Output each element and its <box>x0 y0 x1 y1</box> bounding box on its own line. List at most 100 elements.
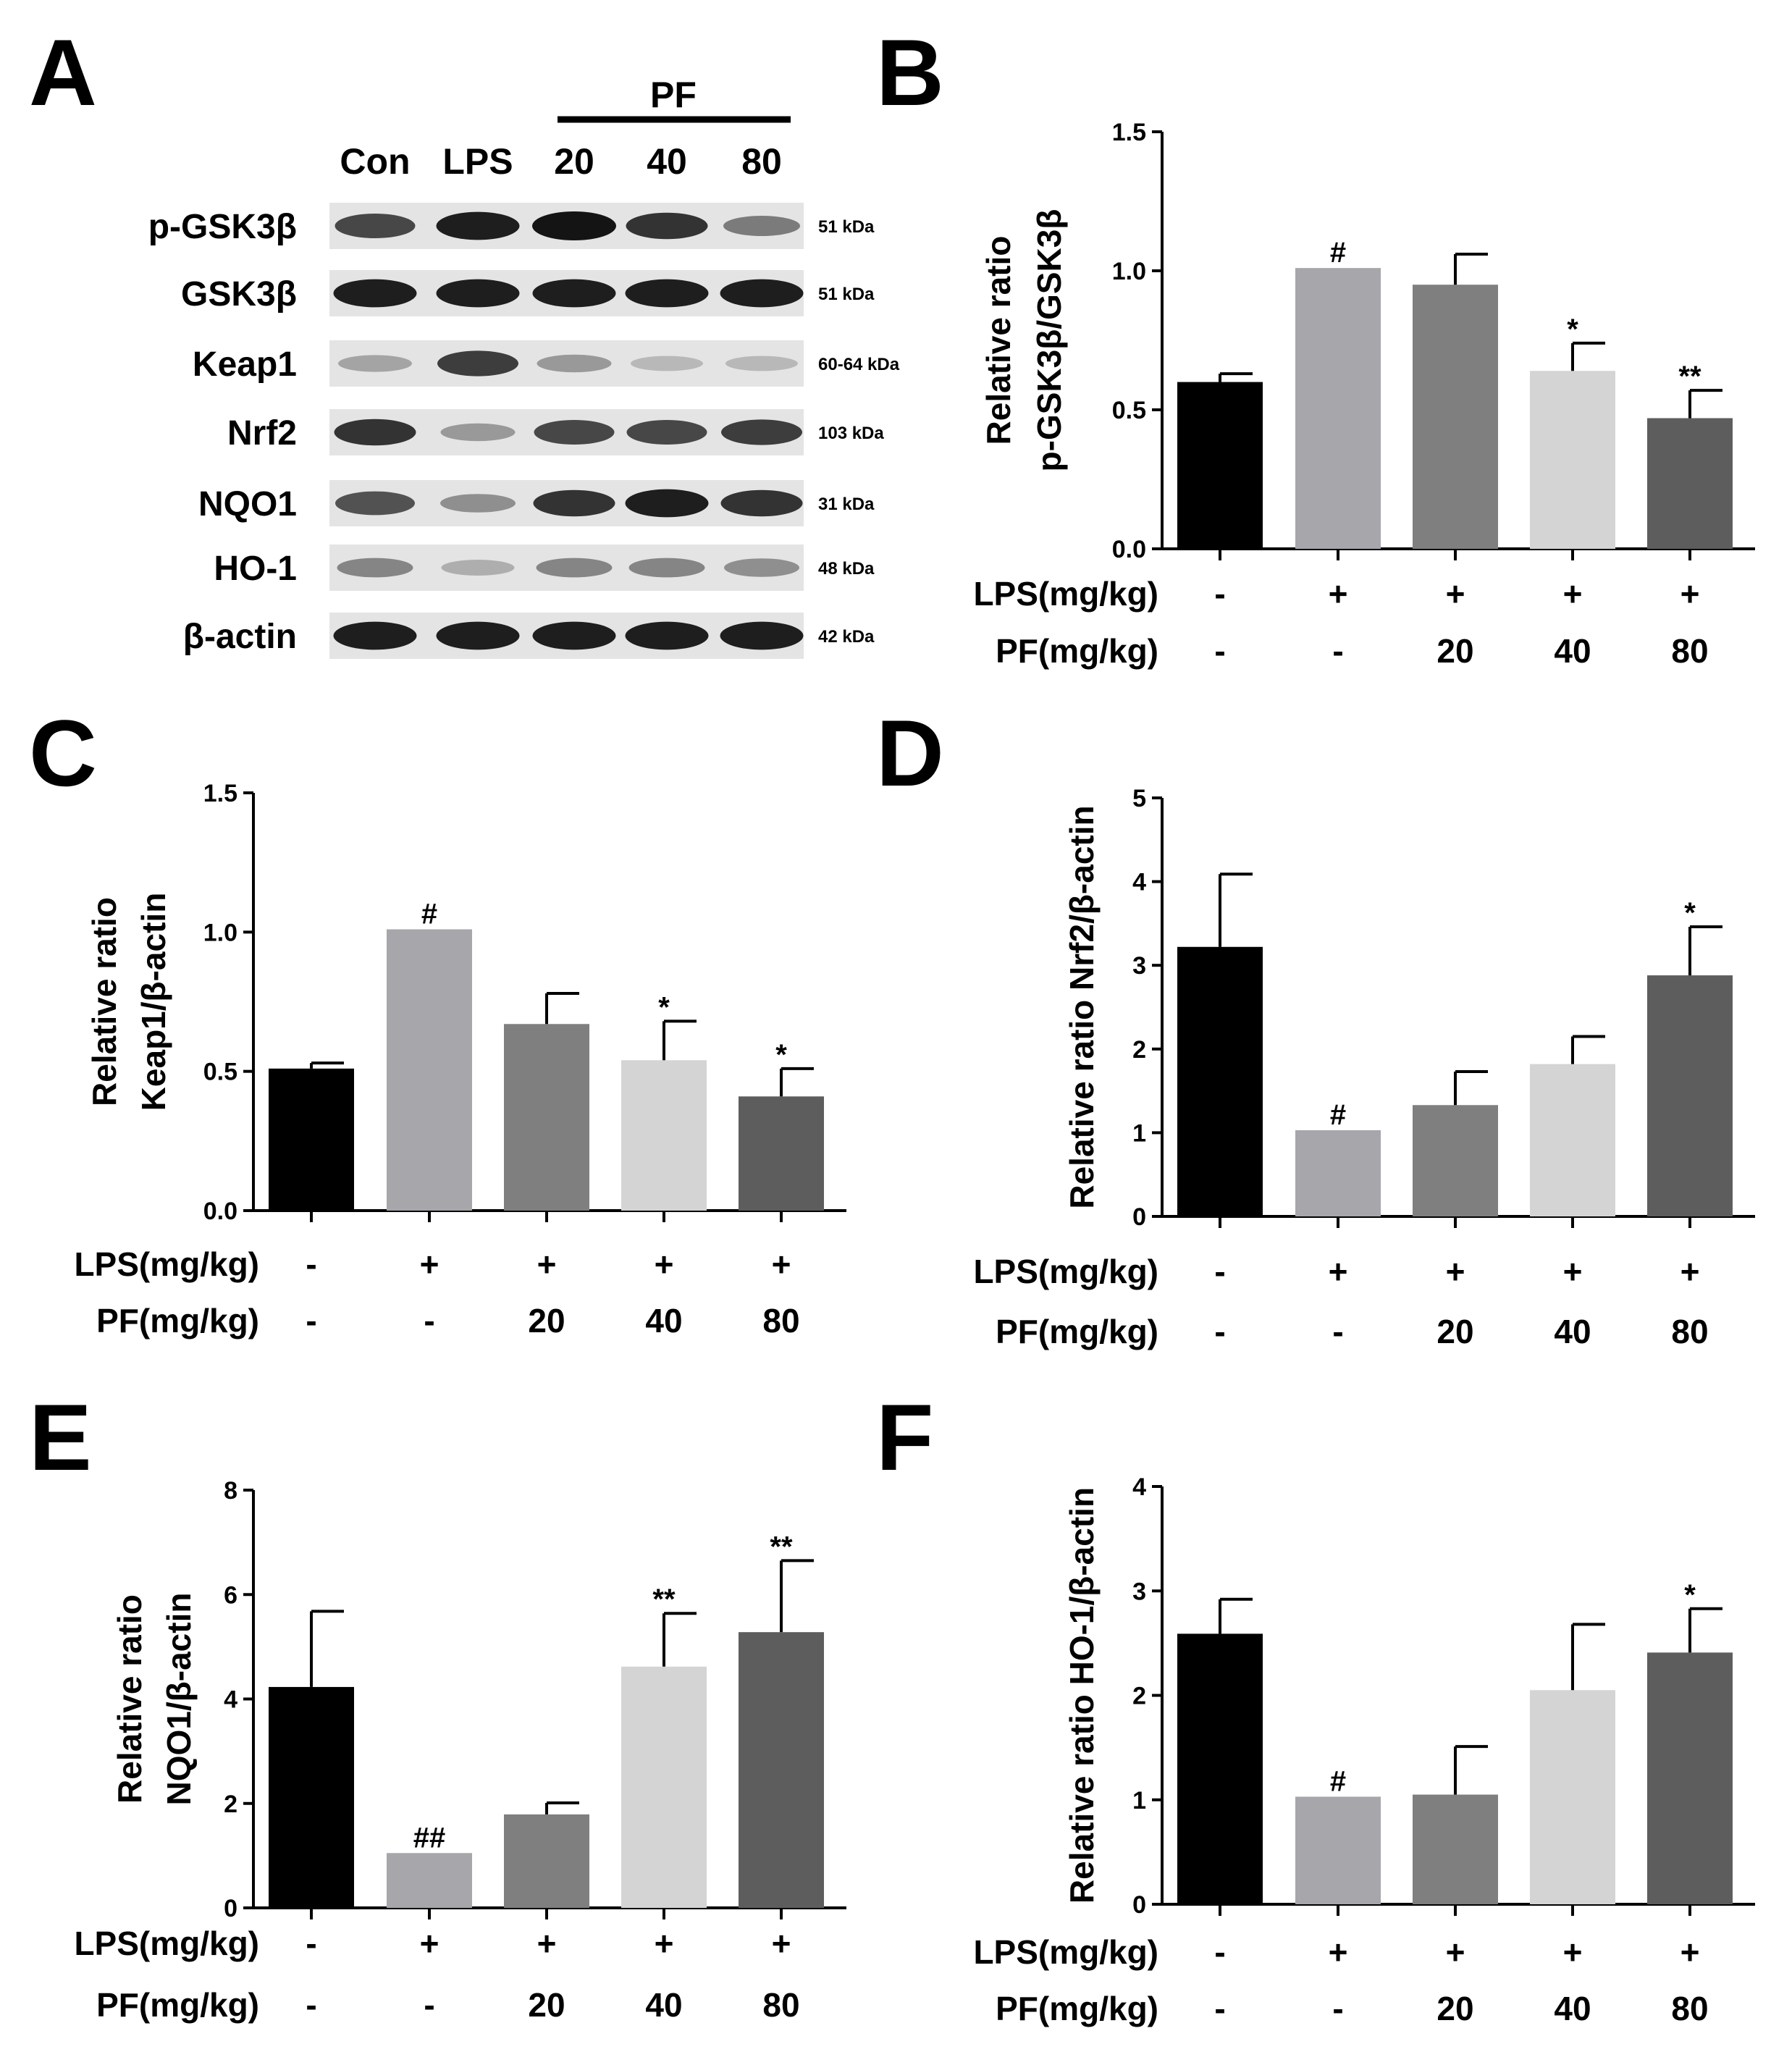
pf-value: - <box>1332 1990 1343 2027</box>
bar <box>1295 1796 1381 1904</box>
blot-band <box>625 279 709 308</box>
lps-row-label: LPS(mg/kg) <box>74 1245 259 1283</box>
lps-value: + <box>537 1245 557 1283</box>
bar <box>387 1853 472 1908</box>
pf-value: - <box>1214 1313 1225 1350</box>
blot-band <box>534 420 615 445</box>
blot-protein-label: p-GSK3β <box>148 208 297 246</box>
blot-band <box>720 279 804 308</box>
blot-lane-label: Con <box>340 141 410 182</box>
blot-band <box>720 621 804 650</box>
blot-lane-label: 20 <box>554 141 594 182</box>
y-tick-label: 1.0 <box>1112 258 1146 285</box>
significance-marker: ** <box>1678 361 1701 392</box>
y-axis-label: p-GSK3β/GSK3β <box>1030 209 1068 472</box>
blot-band <box>436 211 520 240</box>
lps-value: + <box>1446 1933 1465 1971</box>
blot-lane-label: LPS <box>442 141 513 182</box>
bar <box>1413 1105 1498 1216</box>
blot-band <box>532 279 616 308</box>
blot-kda-label: 51 kDa <box>818 217 875 237</box>
blot-band <box>335 214 416 238</box>
bar <box>1177 1633 1263 1904</box>
pf-value: 80 <box>1671 1313 1708 1350</box>
lps-value: - <box>306 1925 316 1962</box>
pf-value: - <box>424 1302 434 1339</box>
blot-band <box>333 621 417 650</box>
blot-row-2: Keap1 60-64 kDa <box>193 340 900 387</box>
significance-marker: # <box>1330 237 1346 269</box>
pf-row-label: PF(mg/kg) <box>996 1313 1158 1350</box>
bar <box>1647 975 1733 1216</box>
pf-value: 20 <box>528 1302 565 1339</box>
significance-marker: ** <box>652 1584 676 1615</box>
blot-lane-label: 80 <box>741 141 782 182</box>
y-axis-label: Relative ratio <box>111 1594 148 1804</box>
lps-value: + <box>1680 1933 1700 1971</box>
bar <box>1177 946 1263 1216</box>
blot-protein-label: GSK3β <box>181 275 297 314</box>
pf-value: 20 <box>1436 1313 1473 1350</box>
blot-protein-label: NQO1 <box>198 485 297 523</box>
significance-marker: * <box>1567 314 1578 345</box>
y-tick-label: 1.0 <box>203 919 237 946</box>
significance-marker: ** <box>770 1531 793 1563</box>
pf-value: 40 <box>645 1302 682 1339</box>
lps-value: - <box>306 1245 316 1283</box>
bar <box>1530 1690 1615 1904</box>
bar <box>1647 1652 1733 1904</box>
bar <box>1177 382 1263 549</box>
lps-value: + <box>1329 1253 1348 1290</box>
lps-value: + <box>1563 1253 1583 1290</box>
panel-letter-c: C <box>29 700 97 806</box>
blot-band <box>533 489 615 517</box>
lps-value: + <box>1446 1253 1465 1290</box>
blot-kda-label: 51 kDa <box>818 285 875 304</box>
y-tick-label: 5 <box>1132 785 1146 812</box>
western-blot: PF Con LPS 20 40 80 p-GSK3β 51 kDa GSK3β 51 kDa… <box>148 75 900 659</box>
blot-band <box>437 350 518 377</box>
blot-band <box>537 354 612 373</box>
blot-band <box>436 621 520 650</box>
blot-protein-label: Nrf2 <box>227 414 297 453</box>
bar <box>387 929 472 1211</box>
lps-value: + <box>420 1925 439 1962</box>
bar <box>1530 1064 1615 1216</box>
blot-band <box>723 216 800 236</box>
lps-value: + <box>420 1245 439 1283</box>
blot-band <box>335 491 415 516</box>
pf-value: 40 <box>1554 1313 1591 1350</box>
blot-band <box>440 423 516 442</box>
lps-value: + <box>772 1245 791 1283</box>
y-tick-label: 4 <box>1132 1473 1146 1501</box>
lps-value: - <box>1214 1253 1225 1290</box>
blot-band <box>436 279 520 308</box>
y-tick-label: 8 <box>224 1477 237 1505</box>
y-tick-label: 0.0 <box>203 1198 237 1225</box>
lps-value: + <box>655 1245 674 1283</box>
bar <box>269 1686 354 1908</box>
pf-value: - <box>1214 632 1225 670</box>
lps-value: + <box>537 1925 557 1962</box>
pf-value: 20 <box>1436 632 1473 670</box>
y-tick-label: 2 <box>1132 1036 1146 1064</box>
lps-value: + <box>1680 1253 1700 1290</box>
lps-row-label: LPS(mg/kg) <box>973 1253 1158 1290</box>
lps-value: + <box>772 1925 791 1962</box>
blot-row-6: β-actin 42 kDa <box>183 613 875 659</box>
pf-value: 80 <box>1671 1990 1708 2027</box>
lps-value: + <box>1563 1933 1583 1971</box>
panel-d-chart: 0 1 2 3 4 5 Relative ratio Nrf2/β-actin - - # + - +2… <box>973 785 1755 1350</box>
bar <box>504 1814 589 1908</box>
pf-value: - <box>1214 1990 1225 2027</box>
bar <box>621 1060 707 1211</box>
significance-marker: * <box>658 991 670 1023</box>
panel-e-chart: 0 2 4 6 8 Relative ratio NQO1/β-actin - - ## + - +20… <box>74 1477 846 2024</box>
y-tick-label: 1.5 <box>1112 119 1146 146</box>
y-tick-label: 1.5 <box>203 780 237 807</box>
pf-value: - <box>1332 632 1343 670</box>
pf-value: 80 <box>762 1986 799 2024</box>
bar <box>1295 1130 1381 1216</box>
significance-marker: ## <box>413 1822 446 1854</box>
bar <box>1413 1794 1498 1904</box>
